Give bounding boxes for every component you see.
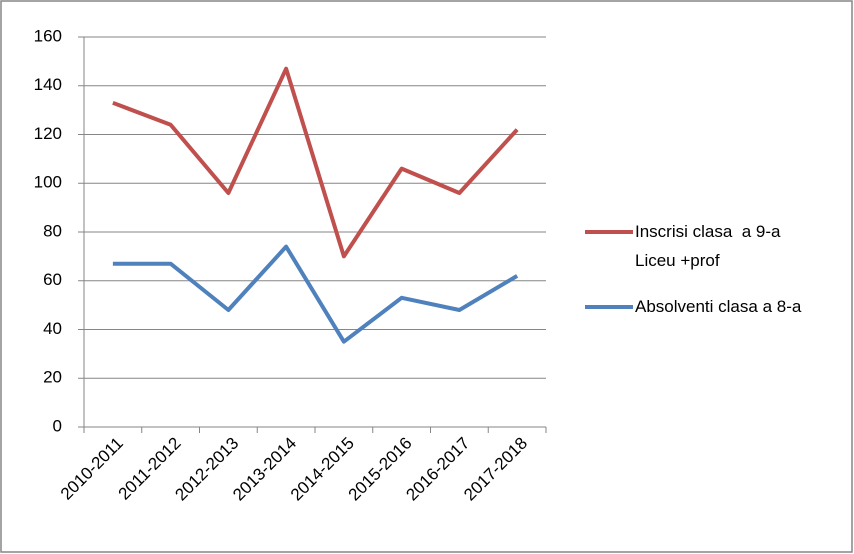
- legend-label: Absolventi clasa a 8-a: [635, 297, 802, 316]
- y-tick-label: 120: [34, 124, 62, 143]
- y-tick-label: 140: [34, 75, 62, 94]
- y-tick-label: 0: [53, 416, 62, 435]
- y-tick-label: 80: [43, 221, 62, 240]
- y-tick-label: 40: [43, 319, 62, 338]
- legend-label: Inscrisi clasa a 9-a Liceu +prof: [635, 222, 786, 270]
- series-line: [112, 66, 519, 259]
- y-tick-label: 100: [34, 173, 62, 192]
- y-tick-label: 20: [43, 368, 62, 387]
- y-tick-label: 160: [34, 26, 62, 45]
- series-line: [112, 244, 519, 344]
- y-tick-label: 60: [43, 270, 62, 289]
